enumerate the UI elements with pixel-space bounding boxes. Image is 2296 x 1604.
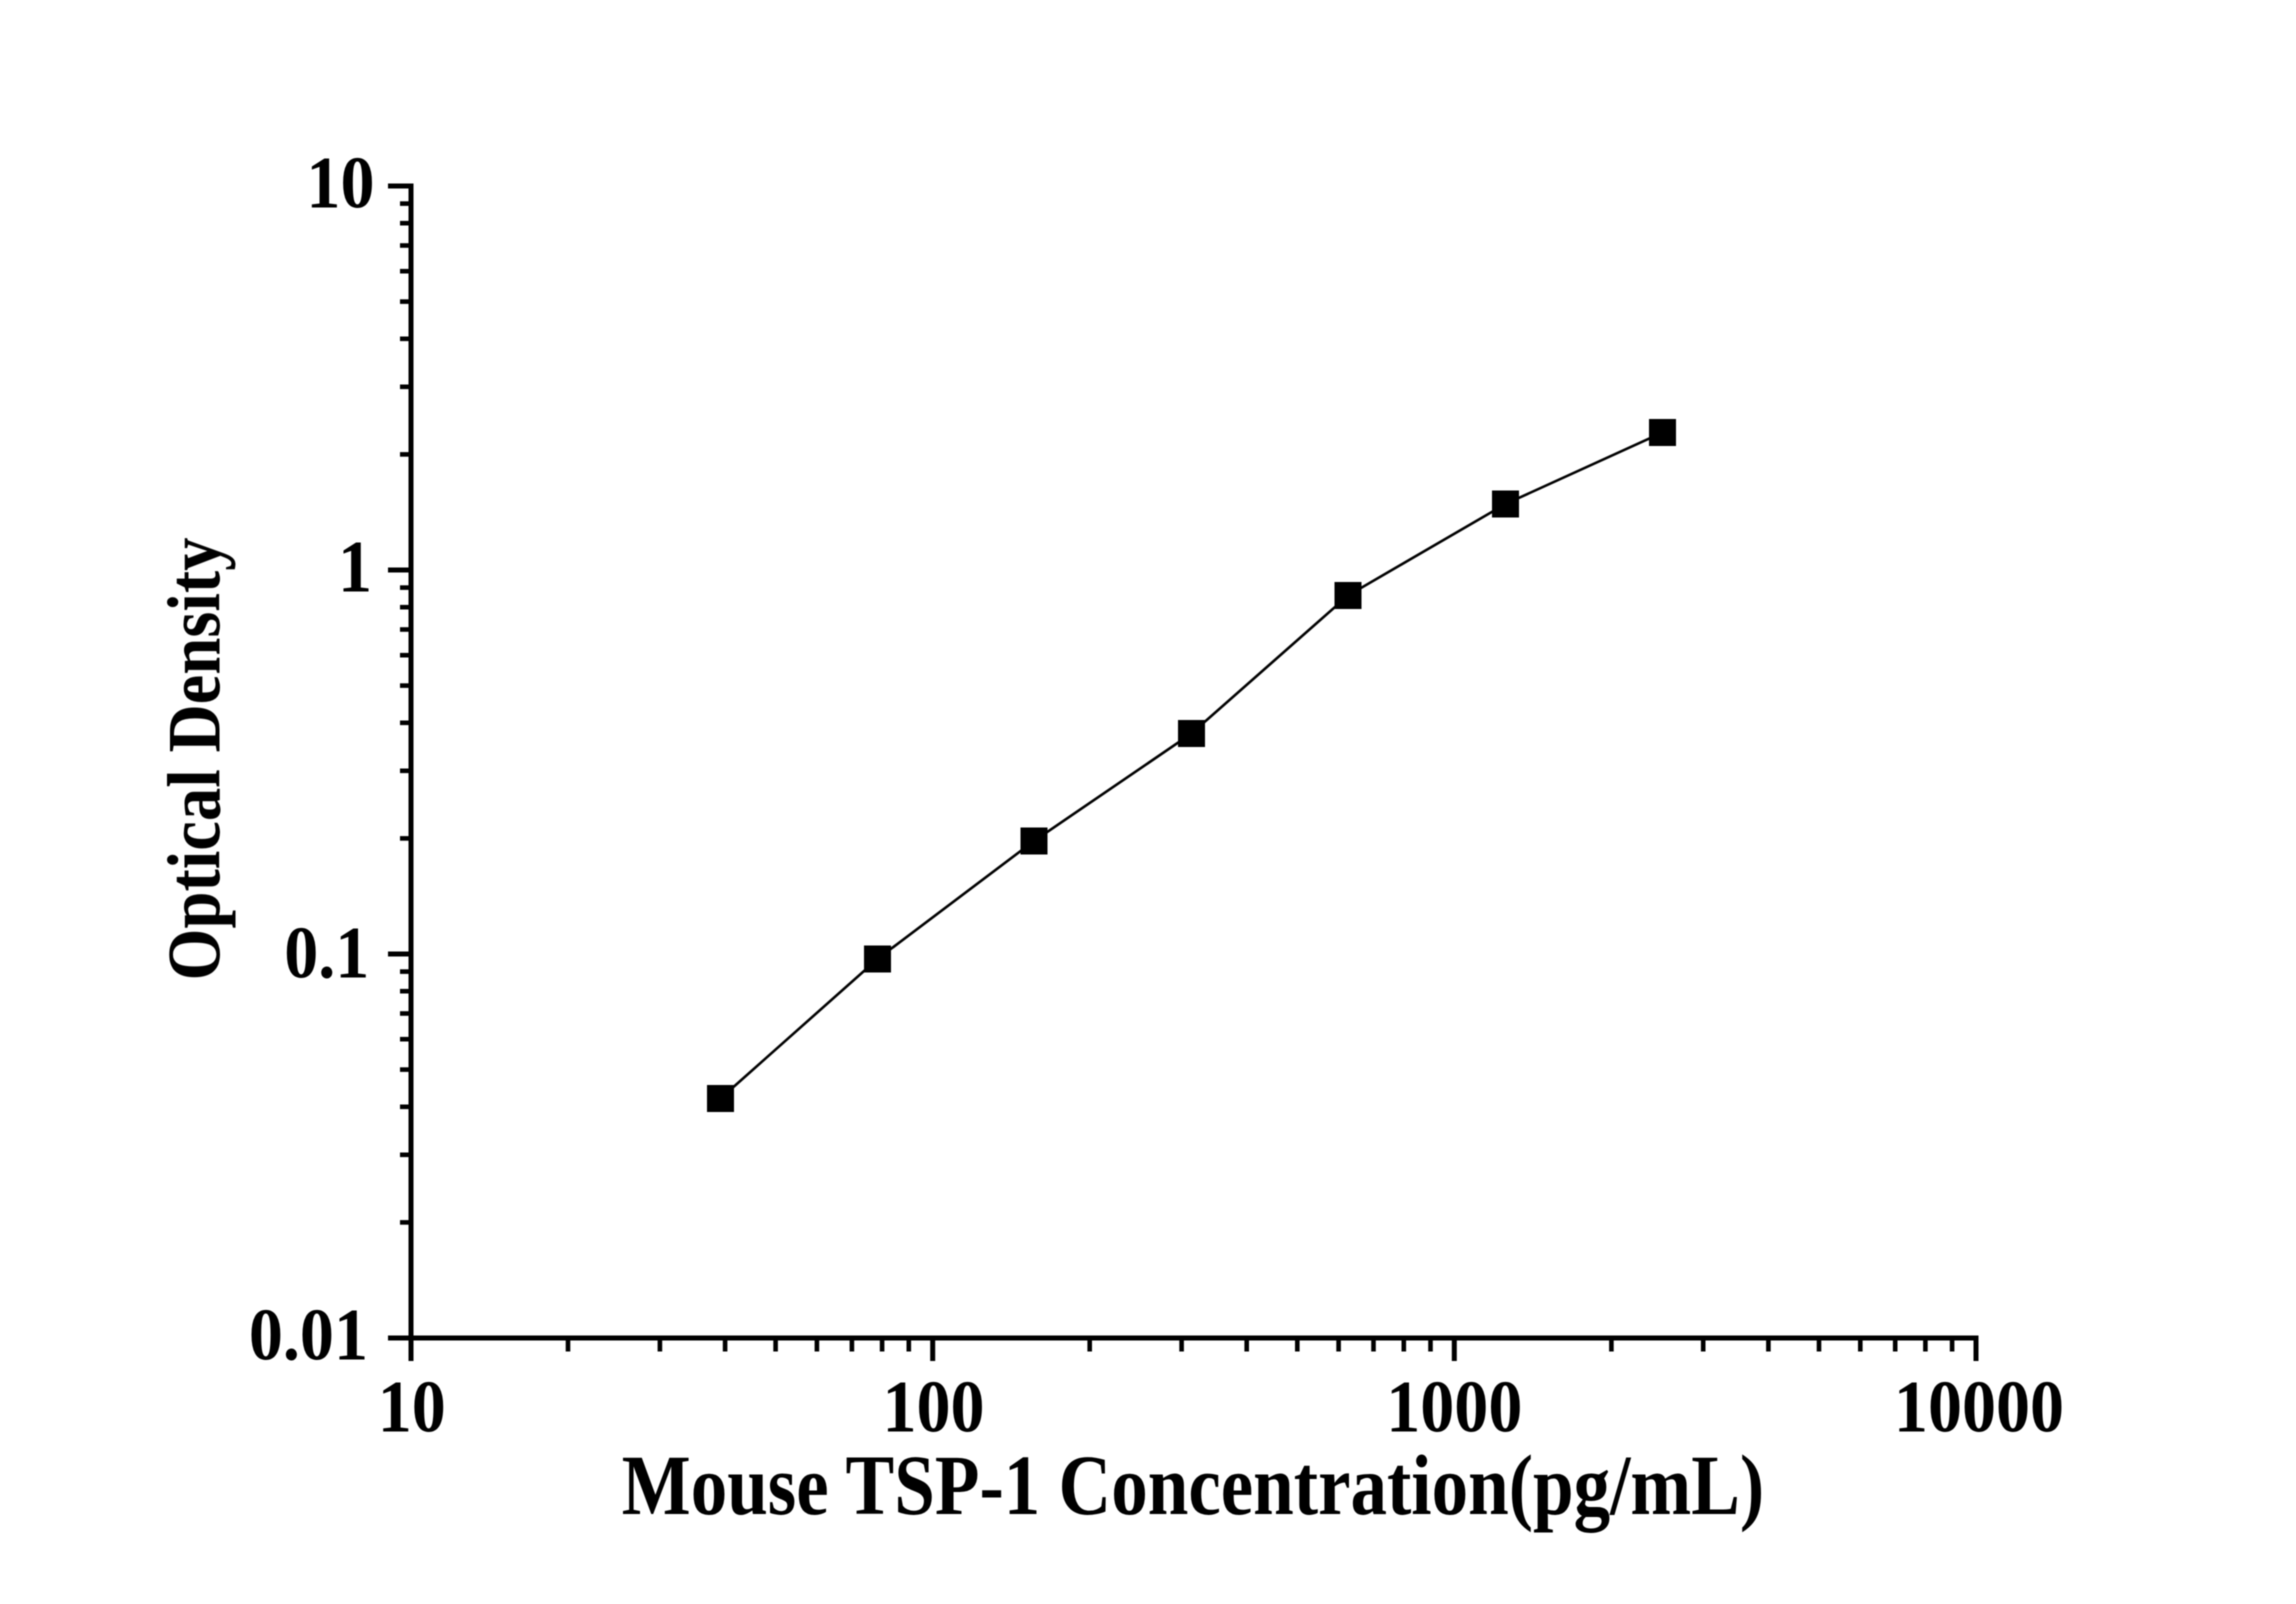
svg-text:10: 10 (378, 1367, 446, 1448)
svg-text:0.1: 0.1 (284, 913, 369, 994)
svg-text:1000: 1000 (1386, 1367, 1522, 1448)
svg-text:100: 100 (882, 1367, 984, 1448)
svg-text:10000: 10000 (1894, 1367, 2064, 1448)
svg-text:Optical Density: Optical Density (154, 537, 236, 980)
svg-text:0.01: 0.01 (249, 1295, 368, 1376)
svg-text:Mouse TSP-1 Concentration(pg/m: Mouse TSP-1 Concentration(pg/mL) (622, 1439, 1764, 1534)
svg-text:1: 1 (338, 527, 372, 608)
svg-text:10: 10 (306, 143, 374, 224)
